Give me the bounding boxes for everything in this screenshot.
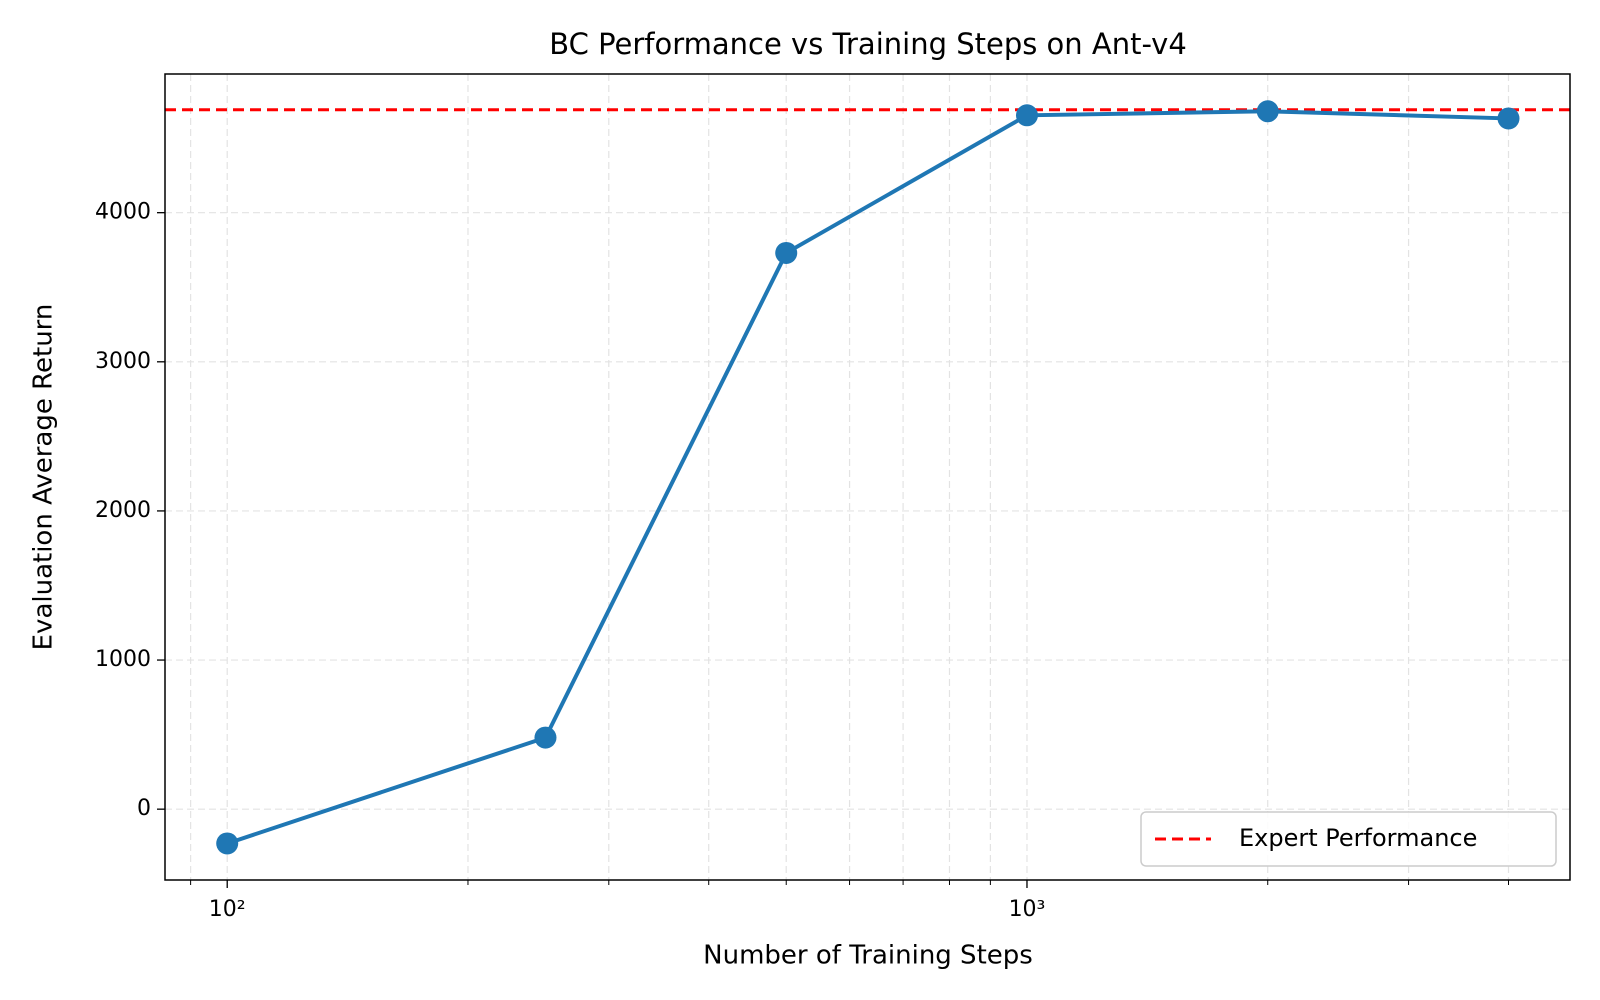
legend-label: Expert Performance — [1239, 824, 1477, 852]
plot-frame — [164, 73, 1571, 881]
data-point — [775, 241, 798, 264]
data-point — [534, 726, 557, 749]
legend-box — [1140, 811, 1557, 867]
data-line — [226, 109, 1509, 846]
x-tick-label: 10³ — [1009, 897, 1046, 922]
data-point — [216, 832, 239, 855]
y-tick-label: 2000 — [95, 498, 151, 523]
y-tick-label: 4000 — [95, 200, 151, 225]
y-tick-label: 1000 — [95, 647, 151, 672]
x-axis-label: Number of Training Steps — [703, 941, 1033, 971]
data-point — [1497, 107, 1520, 130]
chart-title: BC Performance vs Training Steps on Ant-… — [549, 27, 1187, 61]
y-tick-label: 3000 — [95, 349, 151, 374]
y-tick-label: 0 — [137, 796, 151, 821]
x-tick-label: 10² — [209, 897, 246, 922]
data-point — [1015, 104, 1038, 127]
y-axis-label: Evaluation Average Return — [29, 304, 59, 651]
data-point — [1256, 100, 1279, 123]
